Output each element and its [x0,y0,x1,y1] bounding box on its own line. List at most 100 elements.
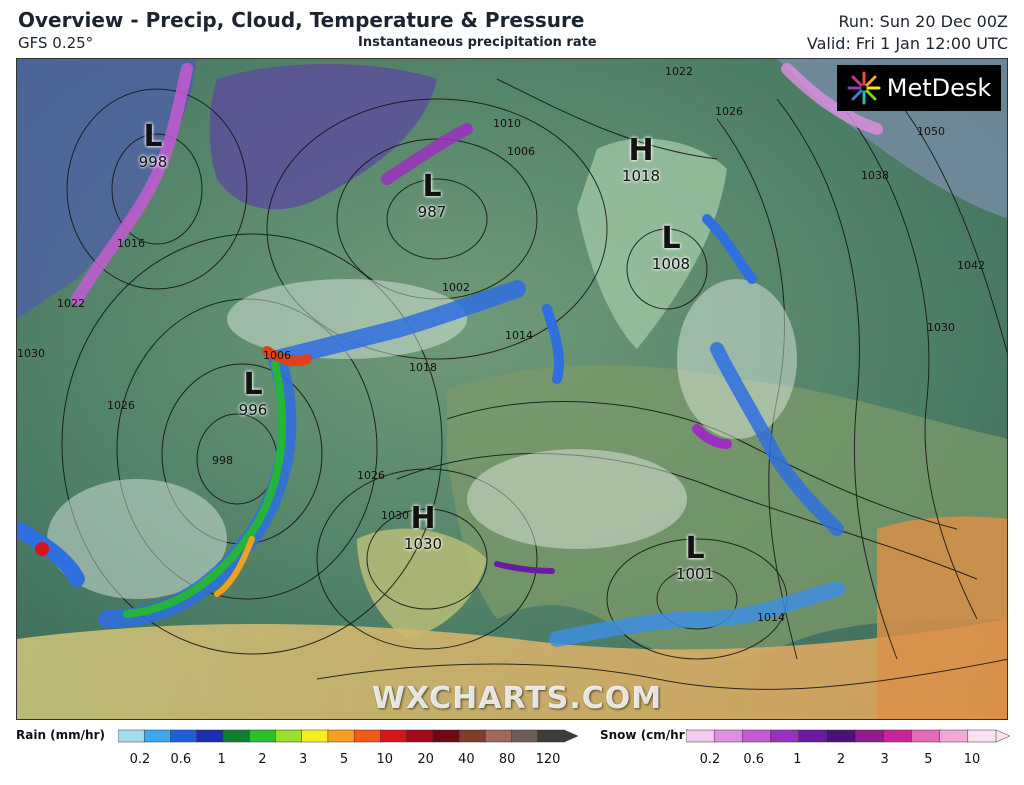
middle-east-landmass [877,516,1007,719]
pressure-symbol: L [143,119,163,154]
color-swatch [537,729,565,743]
cold-air-mass [17,59,197,319]
rain-bands [17,214,845,647]
pressure-center-low: L 1008 [641,221,701,274]
isobar-label: 1014 [757,611,785,624]
pressure-symbol: H [628,133,654,168]
color-swatch [770,729,800,743]
pressure-symbol: L [243,367,263,402]
chart-subtitle: Instantaneous precipitation rate [358,35,597,50]
isobar-label: 1038 [861,169,889,182]
tick-label: 10 [376,752,394,767]
pressure-center-low: L 996 [223,367,283,420]
pressure-value: 1008 [651,255,691,273]
color-swatch [967,729,997,743]
color-swatch [118,729,145,743]
tick-label: 2 [836,752,846,767]
chart-title: Overview - Precip, Cloud, Temperature & … [18,8,585,32]
pressure-symbol: H [410,501,436,536]
pressure-center-low: L 1001 [665,531,725,584]
pressure-center-low: L 987 [402,169,462,222]
pressure-value: 1001 [675,565,715,583]
pressure-value: 996 [238,401,268,419]
pressure-value: 1018 [621,167,661,185]
rain-tick-labels: 0.2 0.6 1 2 3 5 10 20 40 80 120 [0,752,600,768]
snow-legend-label: Snow (cm/hr) [600,728,691,742]
map-canvas: 1022 1030 1026 1016 1006 998 1002 1014 1… [17,59,1007,719]
color-swatch [406,729,434,743]
snow-legend: Snow (cm/hr) 0.2 0.6 1 2 3 5 10 [600,722,1024,782]
tick-label: 0.6 [743,752,764,767]
tick-label: 2 [258,752,267,767]
isobar-label-group: 1022 1030 1026 1016 1006 998 1002 1014 1… [17,65,985,624]
tick-label: 20 [417,752,434,767]
isobar-label: 1026 [715,105,743,118]
color-swatch [742,729,772,743]
tick-label: 0.2 [699,752,721,767]
isobar-label: 1018 [409,361,437,374]
tick-label: 1 [793,752,802,767]
tick-label: 5 [339,752,349,767]
snow-bands [71,63,883,574]
metdesk-logo: MetDesk [837,65,1001,111]
isobar-label: 1030 [927,321,955,334]
color-swatch [798,729,828,743]
tick-label: 0.6 [170,752,192,767]
run-time: Run: Sun 20 Dec 00Z [838,12,1009,31]
color-swatch [826,729,856,743]
pressure-center-high: H 1018 [611,133,671,186]
isobar-label: 1006 [507,145,535,158]
color-swatch [485,729,513,743]
model-label: GFS 0.25° [18,34,94,52]
tick-label: 1 [217,752,226,767]
color-swatch [939,729,969,743]
color-swatch [143,729,172,743]
color-swatch [458,729,487,743]
pressure-symbol: L [422,169,442,204]
tick-label: 5 [924,752,933,767]
rain-colorbar [118,729,578,743]
isobar-label: 1002 [442,281,470,294]
valid-time: Valid: Fri 1 Jan 12:00 UTC [806,34,1008,53]
isobar-label: 1026 [357,469,385,482]
logo-text: MetDesk [886,74,992,102]
colorbar-arrow [563,729,578,743]
iberia-landmass [357,528,487,639]
color-swatch [170,729,198,743]
isobar-label: 1014 [505,329,533,342]
weather-map: 1022 1030 1026 1016 1006 998 1002 1014 1… [16,58,1008,720]
starburst-logo-icon [847,71,881,105]
north-africa-landmass [17,619,1007,719]
rain-legend: Rain (mm/hr) 0.2 0.6 1 2 3 5 10 20 40 80 120 [0,722,600,782]
pressure-symbol: L [685,531,705,566]
color-swatch [248,729,277,743]
color-swatch [911,729,941,743]
isobar-label: 1006 [263,349,291,362]
snow-colorbar [686,729,1010,743]
tick-label: 40 [458,752,475,767]
tick-label: 120 [535,752,561,767]
pressure-symbol: L [661,221,681,256]
tick-label: 3 [299,752,308,767]
color-swatch [713,729,744,743]
color-swatch [275,729,303,743]
watermark: WXCHARTS.COM [372,681,663,716]
greenland-landmass [209,64,437,210]
snow-tick-labels: 0.2 0.6 1 2 3 5 10 [600,752,1024,768]
isobar-label: 1010 [493,117,521,130]
isobar-label: 1030 [381,509,409,522]
isobar-label: 1022 [665,65,693,78]
isobar-label: 1030 [17,347,45,360]
color-swatch [686,729,715,743]
scandinavia-landmass [577,138,727,349]
color-swatch [353,729,382,743]
color-swatch [511,729,539,743]
color-swatch [327,729,355,743]
isobar-label: 1026 [107,399,135,412]
isobar-label: 1022 [57,297,85,310]
tick-label: 0.2 [129,752,151,767]
tick-label: 10 [963,752,981,767]
isobar-label: 998 [212,454,233,467]
pressure-value: 987 [417,203,447,221]
isobar-label: 1016 [117,237,145,250]
